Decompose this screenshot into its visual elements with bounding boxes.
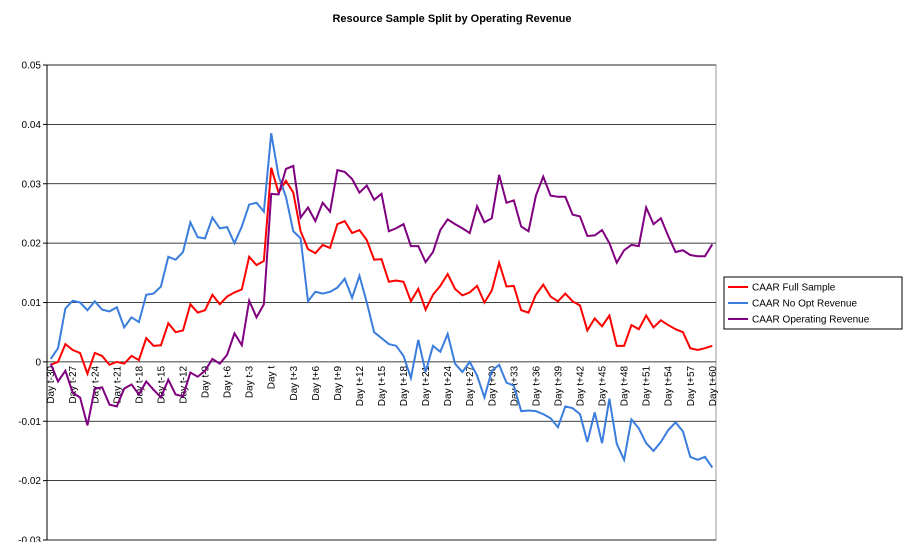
x-tick-label: Day t+15 (377, 365, 388, 406)
y-tick-label: 0 (35, 357, 41, 368)
y-tick-label: 0.01 (22, 298, 42, 309)
x-tick-label: Day t-6 (223, 365, 234, 398)
x-tick-label: Day t-3 (245, 365, 256, 398)
x-tick-label: Day t+48 (620, 365, 631, 406)
series-line (49, 164, 714, 426)
y-tick-label: 0.05 (22, 61, 42, 72)
legend-label: CAAR Operating Revenue (752, 315, 870, 326)
series-line (49, 133, 714, 469)
legend-box (723, 276, 903, 330)
x-tick-label: Day t-27 (68, 365, 79, 403)
y-tick-label: 0.04 (22, 120, 42, 131)
x-tick-label: Day t+45 (598, 365, 609, 406)
x-tick-label: Day t+51 (642, 365, 653, 406)
x-tick-label: Day t+21 (421, 365, 432, 406)
y-tick-label: -0.03 (18, 536, 41, 542)
x-tick-label: Day t+60 (708, 365, 719, 406)
x-tick-label: Day t-30 (46, 365, 57, 403)
x-tick-label: Day t+36 (531, 365, 542, 406)
x-tick-label: Day t+12 (355, 365, 366, 406)
y-tick-label: -0.01 (18, 417, 41, 428)
legend-label: CAAR No Opt Revenue (752, 299, 857, 310)
x-tick-label: Day t+57 (686, 365, 697, 406)
x-tick-label: Day t-21 (112, 365, 123, 403)
legend-label: CAAR Full Sample (752, 283, 836, 294)
x-tick-label: Day t+30 (487, 365, 498, 406)
x-tick-label: Day t-18 (134, 365, 145, 403)
x-tick-label: Day t+54 (664, 365, 675, 406)
x-tick-label: Day t+42 (575, 365, 586, 406)
x-tick-label: Day t+24 (443, 365, 454, 406)
series-line (50, 167, 713, 377)
x-tick-label: Day t+9 (333, 365, 344, 400)
x-tick-label: Day t+39 (553, 365, 564, 406)
x-tick-label: Day t-15 (156, 365, 167, 403)
chart-title: Resource Sample Split by Operating Reven… (332, 13, 571, 25)
x-tick-label: Day t+27 (465, 365, 476, 406)
x-tick-label: Day t (267, 366, 278, 390)
x-tick-label: Day t+18 (399, 365, 410, 406)
x-tick-label: Day t-12 (179, 365, 190, 403)
y-tick-label: -0.02 (18, 476, 41, 487)
x-tick-label: Day t+3 (289, 365, 300, 400)
x-tick-label: Day t-9 (201, 365, 212, 398)
x-tick-label: Day t-24 (90, 365, 101, 403)
y-tick-label: 0.02 (22, 239, 42, 250)
y-tick-label: 0.03 (22, 179, 42, 190)
x-tick-label: Day t+6 (311, 365, 322, 400)
